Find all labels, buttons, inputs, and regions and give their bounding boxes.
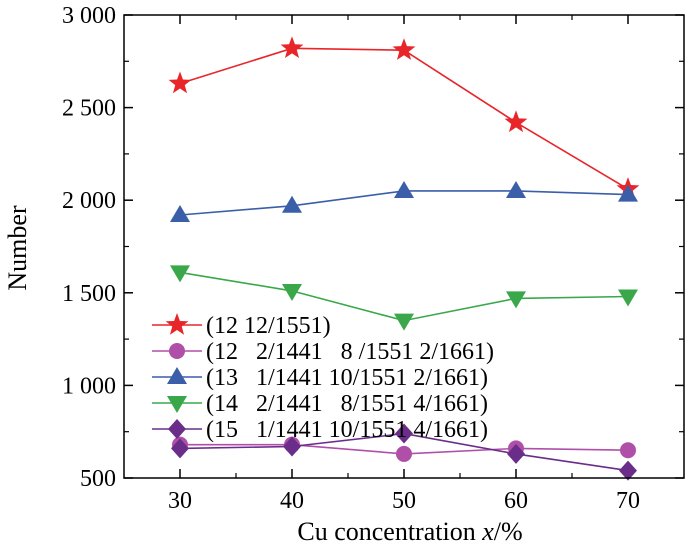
series-5 (171, 423, 637, 481)
legend-label: (12 12/1551) (206, 313, 331, 339)
series-4 (170, 265, 638, 331)
data-point (282, 195, 302, 213)
x-tick-labels: 30 40 50 60 70 (168, 488, 640, 514)
y-tick-label: 2 000 (62, 188, 116, 214)
data-point (506, 291, 526, 309)
series-layer (168, 36, 640, 481)
y-tick-label: 1 500 (62, 281, 116, 307)
legend-marker (168, 419, 186, 439)
legend-entry: (12 12/1551) (152, 313, 331, 339)
series-3 (170, 180, 638, 223)
series-1 (168, 36, 640, 199)
legend-marker (169, 343, 185, 359)
data-point (170, 265, 190, 283)
legend-entry: (12 2/1441 8 /1551 2/1661) (152, 339, 494, 365)
data-point (170, 205, 190, 223)
y-tick-labels: 500 1 000 1 500 2 000 2 500 3 000 (62, 3, 116, 492)
data-point (618, 184, 638, 202)
plot-frame (123, 14, 685, 479)
data-point (394, 180, 414, 198)
legend-entry: (13 1/1441 10/1551 2/1661) (152, 365, 488, 391)
legend-label: (13 1/1441 10/1551 2/1661) (206, 365, 488, 391)
y-tick-label: 500 (80, 466, 116, 492)
data-point (620, 442, 636, 459)
legend-label: (14 2/1441 8/1551 4/1661) (206, 391, 488, 417)
data-point (506, 180, 526, 198)
data-point (619, 460, 637, 481)
y-axis-title: Number (3, 205, 32, 291)
data-point (396, 445, 412, 462)
x-tick-label: 30 (168, 488, 192, 514)
data-point (171, 438, 189, 459)
legend-label: (12 2/1441 8 /1551 2/1661) (206, 339, 494, 365)
data-point (507, 443, 525, 464)
x-axis-title: Cu concentration x/% (297, 517, 522, 546)
data-point (618, 289, 638, 307)
legend-entry: (15 1/1441 10/1551 4/1661) (152, 417, 488, 443)
legend-label: (15 1/1441 10/1551 4/1661) (206, 417, 488, 443)
y-tick-label: 1 000 (62, 373, 116, 399)
x-tick-label: 70 (616, 488, 640, 514)
legend-entry: (14 2/1441 8/1551 4/1661) (152, 391, 488, 417)
data-point (282, 283, 302, 301)
data-point (283, 436, 301, 457)
legend: (12 12/1551)(12 2/1441 8 /1551 2/1661)(1… (152, 313, 494, 443)
data-point (394, 313, 414, 331)
axis-ticks (124, 14, 684, 479)
legend-marker (167, 396, 187, 413)
x-tick-label: 60 (504, 488, 528, 514)
data-point (504, 110, 528, 133)
data-point (280, 36, 304, 59)
y-tick-label: 3 000 (62, 3, 116, 29)
x-tick-label: 40 (280, 488, 304, 514)
series-line (179, 47, 629, 190)
y-tick-label: 2 500 (62, 96, 116, 122)
data-point (168, 71, 192, 94)
data-point (392, 38, 416, 60)
x-tick-label: 50 (392, 488, 416, 514)
legend-marker (167, 367, 187, 384)
data-point (395, 423, 413, 444)
legend-marker (165, 313, 189, 335)
